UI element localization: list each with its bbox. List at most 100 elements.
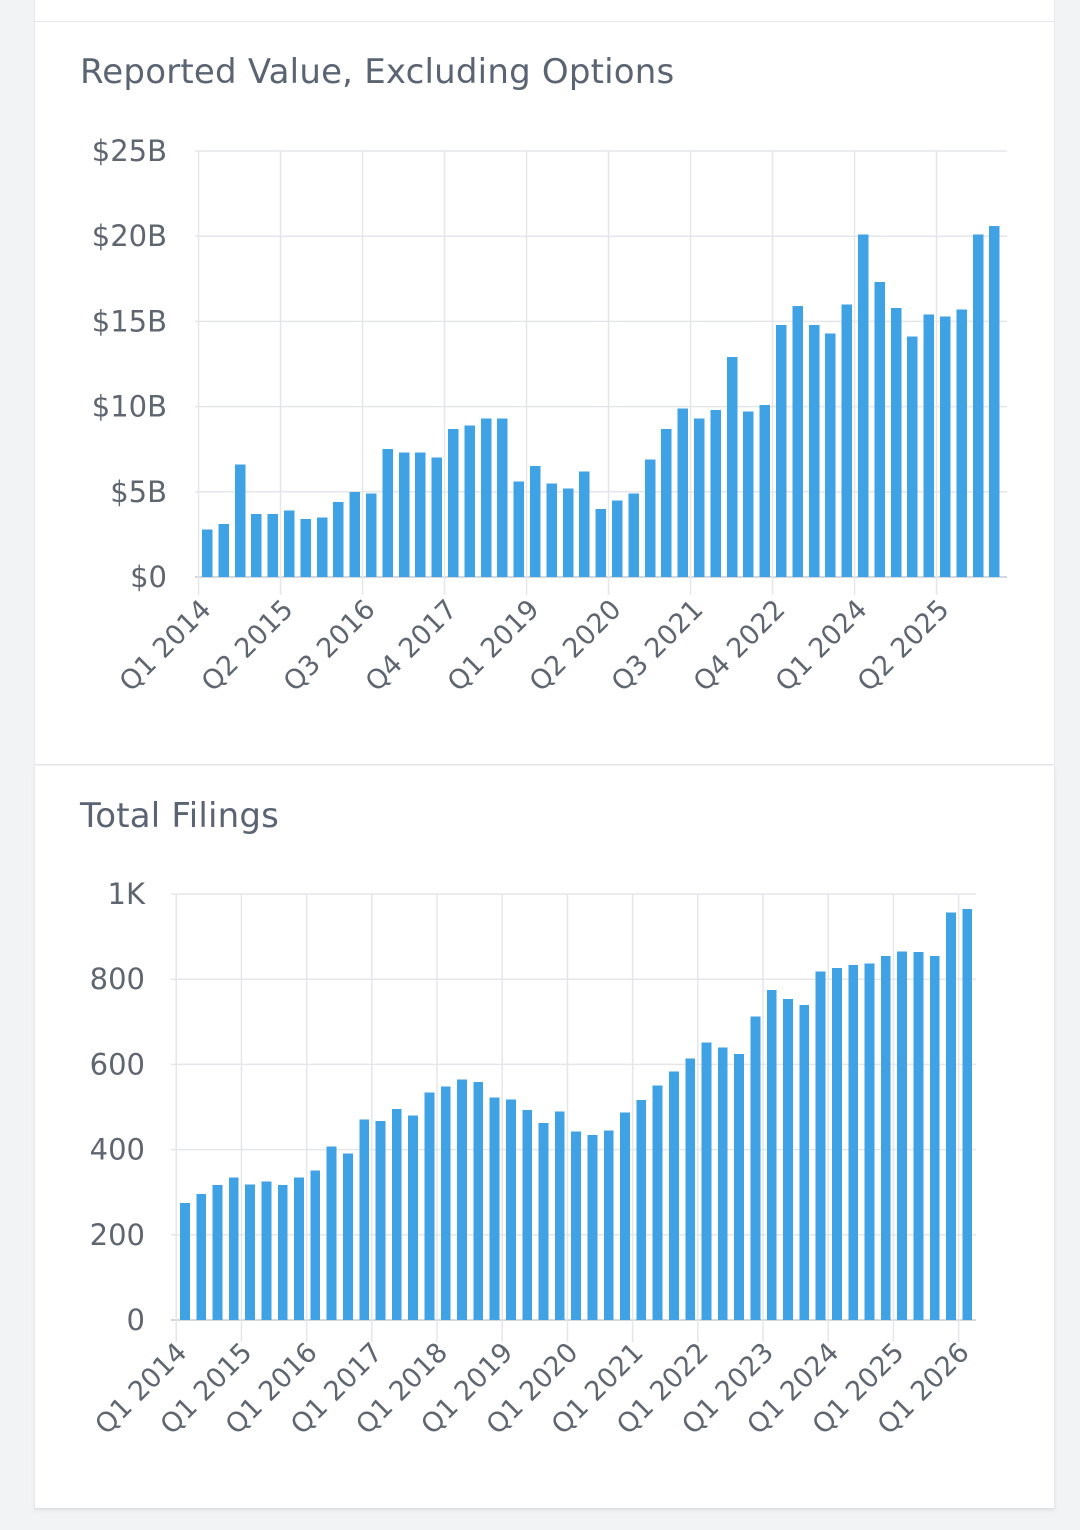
bar[interactable] bbox=[776, 324, 787, 577]
bar[interactable] bbox=[880, 955, 891, 1320]
bar[interactable] bbox=[726, 357, 738, 577]
bar[interactable] bbox=[946, 912, 956, 1320]
bar[interactable] bbox=[783, 998, 793, 1320]
bar[interactable] bbox=[366, 493, 377, 577]
bar[interactable] bbox=[431, 457, 443, 577]
bar[interactable] bbox=[694, 418, 705, 577]
bar[interactable] bbox=[652, 1085, 663, 1320]
bar[interactable] bbox=[326, 1146, 337, 1320]
bar[interactable] bbox=[554, 1111, 565, 1320]
bar[interactable] bbox=[750, 1016, 761, 1320]
bar[interactable] bbox=[212, 1184, 223, 1320]
bar[interactable] bbox=[261, 1181, 272, 1320]
bar[interactable] bbox=[343, 1153, 353, 1320]
bar[interactable] bbox=[717, 1047, 728, 1320]
bar[interactable] bbox=[841, 304, 853, 577]
bar[interactable] bbox=[464, 425, 475, 577]
bar[interactable] bbox=[595, 508, 607, 577]
bar[interactable] bbox=[972, 234, 984, 577]
bar[interactable] bbox=[929, 956, 940, 1320]
bar[interactable] bbox=[989, 225, 1000, 577]
bar[interactable] bbox=[284, 510, 295, 577]
bar[interactable] bbox=[636, 1100, 647, 1320]
bar[interactable] bbox=[766, 989, 777, 1320]
bar[interactable] bbox=[349, 491, 361, 577]
bar[interactable] bbox=[890, 307, 902, 577]
bar[interactable] bbox=[440, 1086, 451, 1320]
bar[interactable] bbox=[180, 1202, 190, 1320]
bar[interactable] bbox=[522, 1109, 533, 1320]
bar[interactable] bbox=[489, 1097, 500, 1320]
bar[interactable] bbox=[858, 234, 869, 577]
bar[interactable] bbox=[743, 411, 754, 577]
bar[interactable] bbox=[825, 333, 836, 577]
bar[interactable] bbox=[234, 464, 246, 577]
bar[interactable] bbox=[913, 951, 924, 1320]
bar[interactable] bbox=[196, 1193, 207, 1320]
bar[interactable] bbox=[218, 524, 229, 577]
bar[interactable] bbox=[897, 951, 907, 1320]
bar[interactable] bbox=[579, 471, 590, 577]
bar[interactable] bbox=[202, 529, 213, 577]
bar[interactable] bbox=[457, 1079, 467, 1320]
bar[interactable] bbox=[962, 908, 973, 1320]
bar[interactable] bbox=[710, 410, 721, 577]
bar[interactable] bbox=[587, 1135, 598, 1320]
bar[interactable] bbox=[267, 513, 279, 577]
bar[interactable] bbox=[448, 428, 459, 577]
bar[interactable] bbox=[415, 452, 426, 577]
bar[interactable] bbox=[940, 316, 951, 577]
bar[interactable] bbox=[907, 336, 918, 577]
bar[interactable] bbox=[923, 314, 935, 577]
bar[interactable] bbox=[792, 306, 803, 577]
bar[interactable] bbox=[603, 1130, 614, 1320]
bar[interactable] bbox=[294, 1177, 304, 1320]
bar[interactable] bbox=[620, 1112, 630, 1320]
bar[interactable] bbox=[251, 513, 262, 577]
bar[interactable] bbox=[571, 1131, 581, 1320]
bar[interactable] bbox=[530, 466, 541, 577]
bar[interactable] bbox=[228, 1177, 239, 1320]
bar[interactable] bbox=[685, 1058, 696, 1320]
bar[interactable] bbox=[310, 1170, 321, 1320]
bar[interactable] bbox=[538, 1122, 549, 1320]
bar[interactable] bbox=[669, 1071, 679, 1320]
bar[interactable] bbox=[815, 971, 826, 1320]
bar[interactable] bbox=[359, 1119, 370, 1320]
bar[interactable] bbox=[562, 488, 574, 577]
bar[interactable] bbox=[808, 324, 820, 577]
bar[interactable] bbox=[382, 449, 393, 577]
bar[interactable] bbox=[473, 1081, 484, 1320]
bar[interactable] bbox=[480, 418, 492, 577]
bar[interactable] bbox=[391, 1109, 402, 1320]
bar[interactable] bbox=[333, 502, 344, 577]
bar[interactable] bbox=[408, 1115, 418, 1320]
bar[interactable] bbox=[424, 1092, 435, 1320]
bar[interactable] bbox=[300, 519, 311, 577]
bar[interactable] bbox=[759, 404, 771, 577]
bar[interactable] bbox=[612, 500, 623, 577]
bar[interactable] bbox=[864, 963, 875, 1320]
bar[interactable] bbox=[375, 1121, 386, 1320]
bar[interactable] bbox=[546, 483, 557, 577]
bar[interactable] bbox=[661, 428, 672, 577]
bar[interactable] bbox=[245, 1184, 255, 1320]
bar[interactable] bbox=[316, 517, 328, 577]
bar[interactable] bbox=[832, 968, 842, 1320]
bar[interactable] bbox=[513, 481, 525, 577]
bar[interactable] bbox=[701, 1042, 712, 1320]
bar[interactable] bbox=[628, 493, 639, 577]
bar[interactable] bbox=[734, 1054, 744, 1320]
bar[interactable] bbox=[677, 408, 689, 577]
bar[interactable] bbox=[398, 452, 410, 577]
bars bbox=[202, 225, 1000, 577]
bar[interactable] bbox=[277, 1184, 288, 1320]
bar[interactable] bbox=[497, 418, 508, 577]
bar[interactable] bbox=[506, 1099, 516, 1320]
bar[interactable] bbox=[799, 1004, 810, 1320]
bar[interactable] bbox=[848, 965, 859, 1320]
bar[interactable] bbox=[956, 309, 967, 577]
bar[interactable] bbox=[874, 282, 885, 577]
bar[interactable] bbox=[644, 459, 656, 577]
